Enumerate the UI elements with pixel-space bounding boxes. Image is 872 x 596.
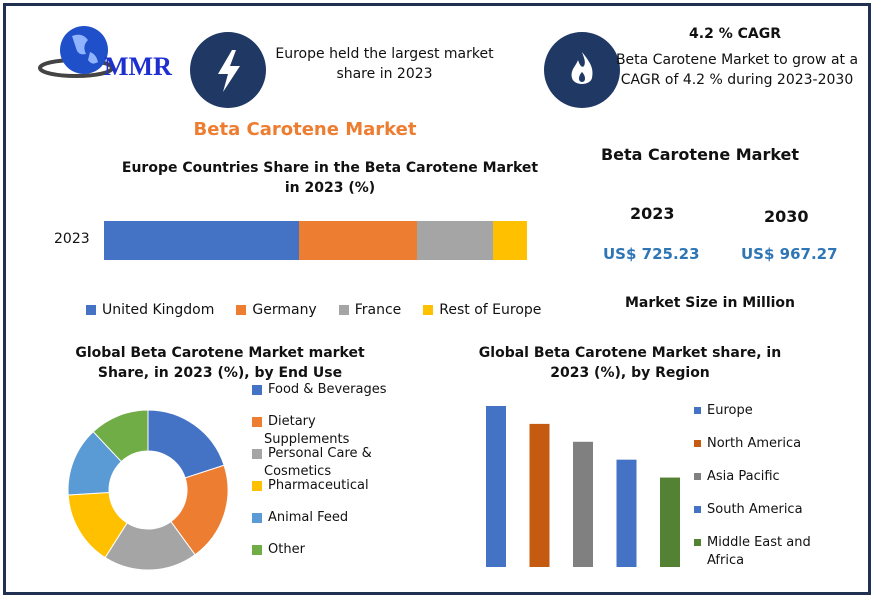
cagr-text: Beta Carotene Market to grow at a CAGR o… (615, 52, 859, 88)
end-use-chart-title: Global Beta Carotene Market market Share… (75, 345, 365, 381)
legend-swatch (252, 544, 262, 555)
legend-swatch (338, 305, 349, 315)
legend-item: Middle East and Africa (694, 534, 811, 570)
bar-north-america (529, 423, 550, 567)
legend-item: Animal Feed (252, 509, 348, 527)
cagr-title: 4.2 % CAGR (689, 26, 781, 42)
legend-swatch (694, 440, 701, 447)
legend-swatch (694, 407, 701, 414)
bar-segment-germany (298, 221, 418, 260)
legend-item: Germany (236, 302, 317, 318)
legend-swatch (694, 473, 701, 480)
legend-label: Cosmetics (264, 464, 332, 479)
mmr-logo: MMR (36, 22, 176, 82)
end-use-donut-chart (67, 409, 229, 571)
legend-label: Europe (707, 403, 753, 418)
legend-label: United Kingdom (102, 302, 215, 318)
bar-segment-france (417, 221, 494, 260)
value-2030: US$ 967.27 (741, 245, 838, 263)
logo-text: MMR (104, 52, 172, 81)
legend-label: Africa (707, 553, 745, 568)
europe-chart-title: Europe Countries Share in the Beta Carot… (121, 160, 539, 196)
legend-label: North America (707, 436, 802, 451)
market-size-title: Beta Carotene Market (600, 145, 800, 164)
legend-item: Europe (694, 402, 753, 420)
legend-swatch (694, 539, 701, 546)
region-bar-chart (486, 406, 680, 567)
legend-swatch (252, 384, 262, 395)
highlight-europe-text: Europe held the largest market share in … (275, 46, 494, 82)
legend-label: Personal Care & (268, 446, 372, 461)
europe-chart-legend: United Kingdom Germany France Rest of Europ… (86, 302, 541, 318)
flame-icon (571, 52, 593, 84)
donut-slice-other (92, 409, 149, 463)
legend-label: France (354, 302, 402, 318)
legend-item: United Kingdom (86, 302, 214, 318)
bar-asia-pacific (573, 441, 593, 567)
bar-middle-east-and-africa (660, 477, 680, 567)
legend-label: Asia Pacific (707, 469, 780, 484)
legend-swatch (252, 512, 262, 523)
legend-swatch (252, 448, 262, 459)
year-2023: 2023 (630, 204, 675, 223)
europe-stacked-bar (104, 221, 527, 260)
legend-label: Middle East and (707, 535, 811, 550)
legend-label: Dietary (268, 414, 316, 429)
legend-item: North America (694, 435, 801, 453)
legend-item: Rest of Europe (423, 302, 541, 318)
bar-segment-rest-of-europe (493, 221, 527, 260)
legend-item: Pharmaceutical (252, 477, 369, 495)
legend-swatch (423, 305, 434, 315)
legend-label: Other (268, 542, 305, 557)
legend-label: Pharmaceutical (268, 478, 369, 493)
bar-south-america (616, 459, 637, 567)
legend-swatch (252, 416, 262, 427)
legend-label: Supplements (264, 432, 350, 447)
legend-swatch (252, 480, 262, 491)
legend-swatch (86, 305, 96, 315)
legend-item: France (338, 302, 402, 318)
legend-item: South America (694, 501, 803, 519)
legend-label: Animal Feed (268, 510, 349, 525)
europe-chart-category: 2023 (54, 231, 90, 247)
bar-europe (486, 406, 506, 567)
region-chart-title: Global Beta Carotene Market share, in 20… (478, 345, 782, 381)
legend-item: Other (252, 541, 305, 559)
legend-item: Asia Pacific (694, 468, 780, 486)
lightning-icon (218, 50, 240, 92)
legend-swatch (236, 305, 247, 315)
infographic-frame (3, 3, 871, 595)
flame-badge (544, 32, 620, 108)
market-size-caption: Market Size in Million (624, 295, 796, 311)
main-title: Beta Carotene Market (193, 119, 417, 140)
legend-label: Germany (252, 302, 317, 318)
legend-item: Food & Beverages (252, 381, 387, 399)
bar-segment-united-kingdom (104, 221, 299, 260)
donut-slice-food-beverages (147, 409, 225, 479)
legend-label: South America (707, 502, 803, 517)
value-2023: US$ 725.23 (603, 245, 700, 263)
legend-item: Personal Care & Cosmetics (252, 445, 372, 481)
legend-label: Food & Beverages (268, 382, 387, 397)
globe-icon (38, 26, 114, 78)
legend-item: Dietary Supplements (252, 413, 349, 449)
year-2030: 2030 (764, 207, 809, 226)
lightning-badge (190, 32, 266, 108)
legend-swatch (694, 506, 701, 513)
legend-label: Rest of Europe (439, 302, 542, 318)
